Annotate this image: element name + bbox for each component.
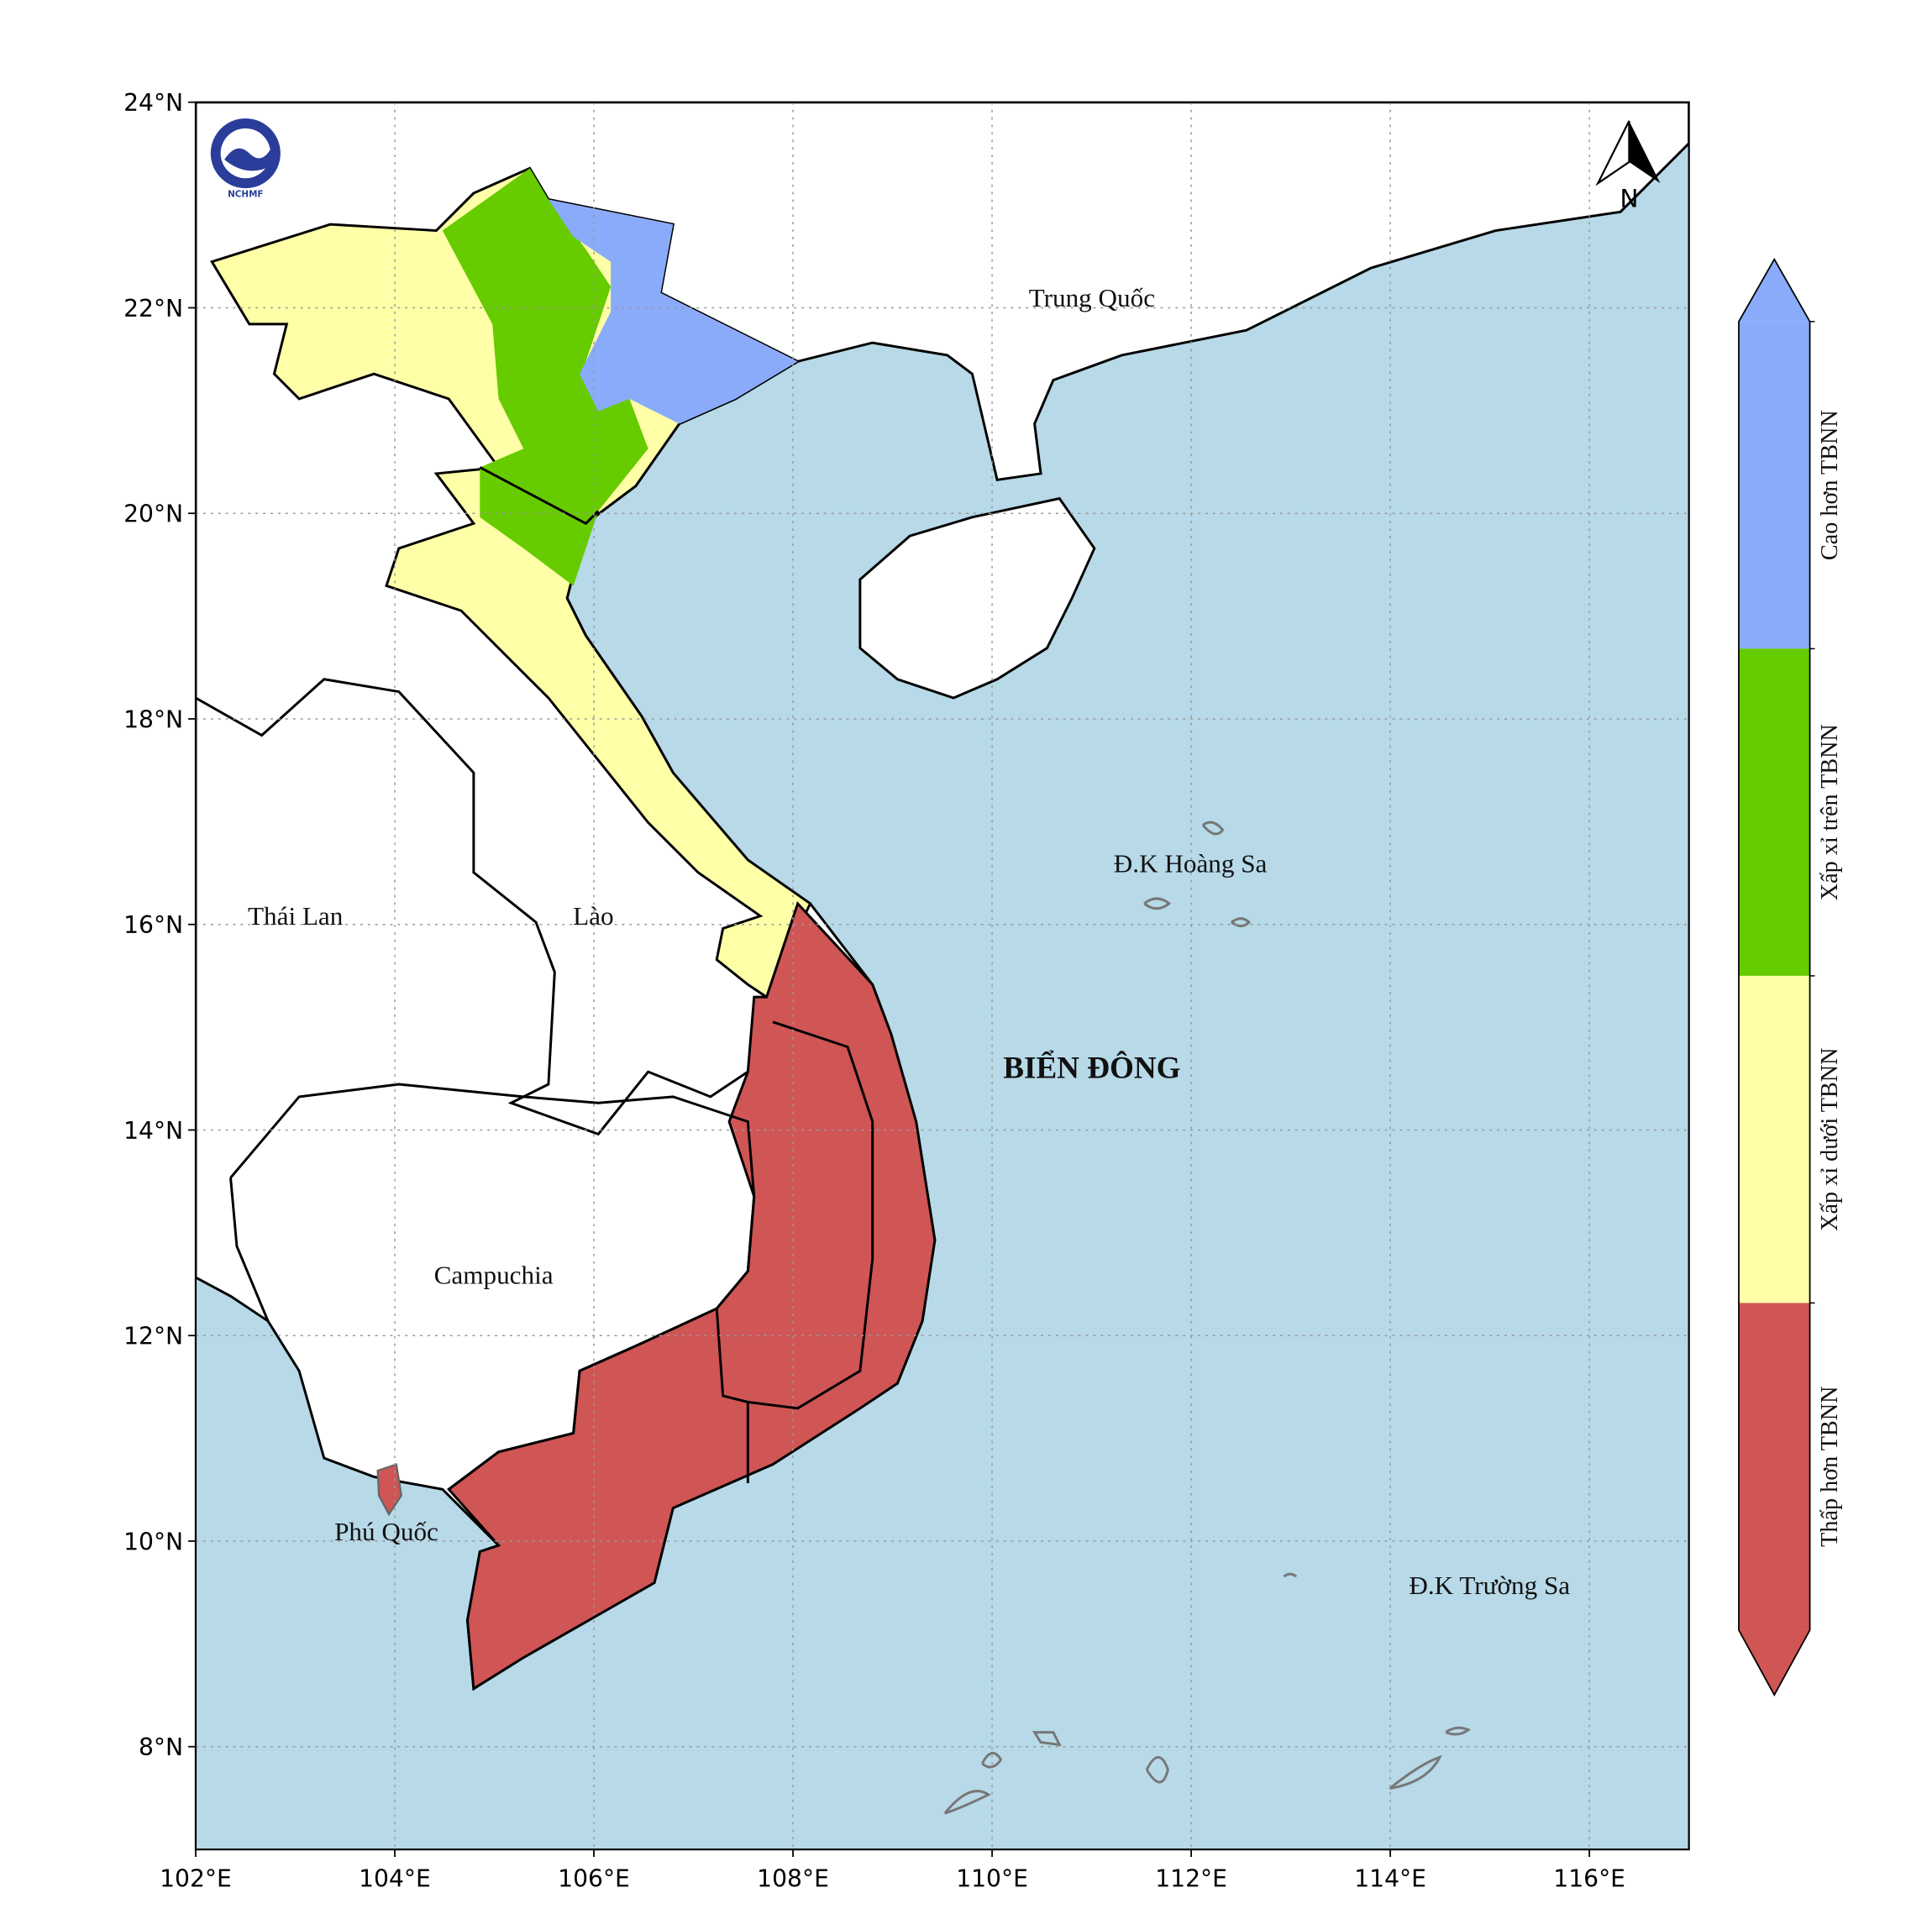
place-label: Đ.K Trường Sa [1409,1571,1570,1600]
legend-label: Thấp hơn TBNN [1817,1387,1843,1547]
place-label: Đ.K Hoàng Sa [1114,849,1268,878]
legend-label: Cao hơn TBNN [1817,410,1843,560]
legend-label: Xấp xỉ dưới TBNN [1817,1047,1843,1230]
lat-tick-label: 18°N [123,705,183,733]
map-area [195,102,1689,1850]
border [746,1020,874,1483]
legend-outline [1738,257,1811,1697]
island [943,1790,991,1815]
logo: NCHMF [210,118,281,199]
border [229,1177,270,1322]
region-red [447,900,937,1691]
lat-tick-label: 10°N [123,1528,183,1555]
islands [943,821,1472,1815]
logo-wave [224,147,272,171]
legend-swatch [1739,975,1810,1303]
hainan [858,496,1096,700]
logo-text: NCHMF [228,189,263,199]
place-label: Lào [573,901,613,931]
phu-quoc-island [376,1463,402,1517]
lat-tick-label: 14°N [123,1117,183,1145]
island [1445,1726,1472,1736]
lon-tick-label: 116°E [1553,1865,1625,1893]
island [980,1751,1003,1769]
island [1145,1755,1169,1784]
lon-tick-label: 106°E [558,1865,630,1893]
lat-tick-label: 12°N [123,1323,183,1350]
legend-extend-bottom [1739,1629,1810,1696]
place-label: Phú Quốc [334,1517,438,1546]
lat-tick-label: 8°N [139,1733,183,1761]
lat-tick-label: 16°N [123,911,183,939]
border [715,1308,748,1403]
island [1231,917,1251,928]
lat-tick-label: 20°N [123,501,183,528]
island [1201,821,1225,836]
north-label: N [1620,183,1638,212]
region-blue [548,199,798,424]
island [1143,897,1172,910]
lon-tick-label: 110°E [956,1865,1028,1893]
lon-tick-label: 114°E [1354,1865,1426,1893]
legend-swatch [1739,648,1810,976]
border [229,1083,756,1491]
border [195,678,749,1136]
lon-tick-label: 104°E [359,1865,431,1893]
place-label: Trung Quốc [1029,283,1155,312]
island [1389,1754,1442,1790]
island [1283,1572,1298,1578]
north-arrow: N [1595,120,1661,212]
legend-swatch [1739,321,1810,649]
lat-tick-label: 22°N [123,295,183,323]
lon-tick-label: 102°E [160,1865,232,1893]
region-green [442,168,648,586]
arrow-right [1629,120,1661,184]
place-label: Campuchia [434,1260,554,1289]
legend-swatch [1739,1303,1810,1630]
lon-tick-label: 112°E [1155,1865,1227,1893]
legend-label: Xấp xỉ trên TBNN [1817,724,1843,900]
legend: Cao hơn TBNN Xấp xỉ trên TBNN Xấp xỉ dưới … [1738,257,1843,1697]
frame [194,101,1690,1851]
ticks: 102°E 104°E 106°E 108°E 110°E 112°E 114°E 116°E… [123,89,1625,1893]
sea-label: BIỂN ĐÔNG [1003,1050,1180,1086]
grid [195,102,1689,1850]
island [1032,1731,1062,1747]
legend-extend-top [1739,259,1810,322]
lon-tick-label: 108°E [757,1865,829,1893]
lat-tick-label: 24°N [123,89,183,117]
place-label: Thái Lan [248,901,344,931]
